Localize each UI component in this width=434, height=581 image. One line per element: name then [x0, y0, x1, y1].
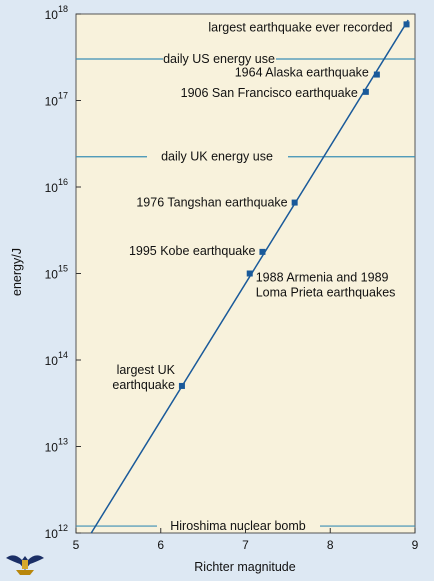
- x-tick-label: 5: [73, 538, 80, 552]
- data-point-label: 1995 Kobe earthquake: [129, 244, 256, 258]
- data-point-label: largest earthquake ever recorded: [208, 20, 392, 34]
- reference-line-label: daily UK energy use: [161, 150, 273, 164]
- data-point-label: 1988 Armenia and 1989 Loma Prieta earthqu…: [256, 271, 396, 300]
- y-tick-label: 1016: [45, 177, 68, 195]
- x-tick-label: 8: [327, 538, 334, 552]
- data-point: [259, 248, 266, 255]
- data-point: [362, 88, 369, 95]
- data-point-label: 1976 Tangshan earthquake: [136, 196, 287, 210]
- data-point: [246, 270, 253, 277]
- y-tick-label: 1018: [45, 4, 68, 22]
- emblem-icon: [6, 555, 44, 575]
- data-points: [178, 21, 410, 389]
- data-point: [291, 199, 298, 206]
- data-point: [178, 382, 185, 389]
- y-axis-title: energy/J: [10, 248, 24, 296]
- y-tick-label: 1015: [45, 264, 68, 282]
- data-point-label: largest UK earthquake: [112, 363, 175, 392]
- x-tick-label: 9: [412, 538, 419, 552]
- data-point: [403, 21, 410, 28]
- reference-line-label: daily US energy use: [163, 52, 275, 66]
- x-tick-label: 6: [157, 538, 164, 552]
- y-axis-ticks: 1012 1013 1014 1015 1016 1017 1018: [45, 4, 81, 541]
- y-tick-label: 1017: [45, 91, 68, 109]
- x-axis-ticks: 5 6 7 8 9: [73, 528, 419, 552]
- reference-line-label: Hiroshima nuclear bomb: [170, 519, 306, 533]
- series-line: [90, 19, 409, 534]
- x-axis-title: Richter magnitude: [194, 560, 295, 574]
- y-tick-label: 1013: [45, 437, 68, 455]
- reference-lines: daily US energy use daily UK energy use Hi…: [76, 52, 415, 533]
- data-point-label: 1964 Alaska earthquake: [235, 66, 369, 80]
- x-tick-label: 7: [242, 538, 249, 552]
- y-tick-label: 1012: [45, 523, 68, 541]
- data-point: [373, 71, 380, 78]
- energy-magnitude-line: [90, 19, 409, 534]
- point-labels: largest earthquake ever recorded 1964 Ala…: [112, 20, 395, 392]
- y-tick-label: 1014: [45, 350, 68, 368]
- data-point-label: 1906 San Francisco earthquake: [181, 86, 358, 100]
